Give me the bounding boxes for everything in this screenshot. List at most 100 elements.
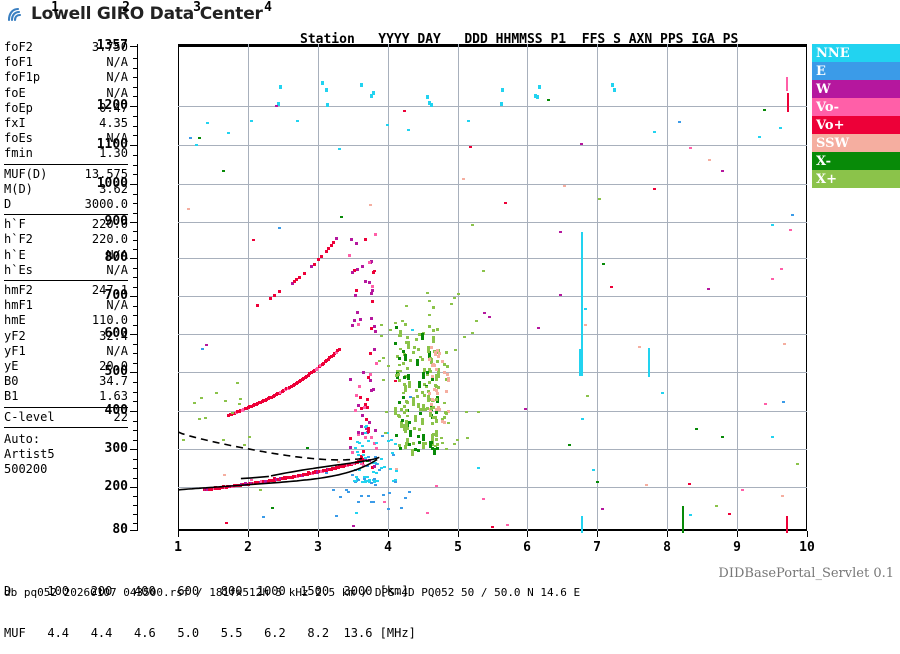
data-point <box>377 469 381 472</box>
data-point <box>334 237 338 241</box>
y-axis-tick-label: 300 <box>104 441 128 456</box>
data-point <box>383 431 387 434</box>
x-axis-tick <box>178 531 179 537</box>
data-point <box>399 348 403 351</box>
data-point <box>440 360 444 364</box>
data-point <box>372 481 376 484</box>
data-point <box>437 405 441 409</box>
gridline-vertical <box>667 44 668 531</box>
data-point <box>436 360 440 364</box>
data-point <box>369 388 373 392</box>
data-point <box>359 318 363 322</box>
data-point <box>203 416 207 419</box>
data-point <box>581 516 584 521</box>
data-point <box>445 372 449 376</box>
data-point <box>351 324 355 328</box>
data-point <box>364 279 368 283</box>
data-point <box>270 507 274 510</box>
data-point <box>429 409 432 413</box>
legend-item-w[interactable]: W <box>812 80 900 98</box>
data-point <box>644 484 648 487</box>
legend-item-e[interactable]: E <box>812 62 900 80</box>
data-point <box>445 365 449 368</box>
data-point <box>258 489 262 491</box>
data-point <box>363 403 367 407</box>
data-point <box>380 434 384 437</box>
param-key: fmin <box>4 146 33 161</box>
ionogram-plot[interactable] <box>178 44 807 534</box>
y-axis-tick-label: 1000 <box>96 176 128 191</box>
y-axis-tick-minor <box>133 495 138 497</box>
y-axis-tick-minor <box>133 193 138 195</box>
param-key: fxI <box>4 116 26 131</box>
y-axis-tick-minor <box>133 439 138 441</box>
data-point <box>372 387 376 391</box>
legend-item-x[interactable]: X- <box>812 152 900 170</box>
data-point <box>248 405 252 409</box>
data-point <box>741 488 745 491</box>
data-point <box>268 396 272 400</box>
data-point <box>405 401 409 405</box>
data-point <box>425 370 429 374</box>
data-point <box>771 436 775 438</box>
data-point <box>370 94 374 98</box>
data-point <box>416 404 420 408</box>
param-value: 20.0 <box>99 359 128 374</box>
param-value: N/A <box>106 247 128 262</box>
data-point <box>401 350 405 354</box>
data-point <box>358 396 362 399</box>
data-point <box>369 292 373 296</box>
param-value: 3.750 <box>91 40 128 54</box>
legend-item-nne[interactable]: NNE <box>812 44 900 62</box>
param-key: C-level <box>4 409 55 424</box>
data-point <box>297 379 301 383</box>
data-point <box>374 484 378 487</box>
data-point <box>579 349 582 354</box>
data-point <box>189 137 193 140</box>
legend-item-ssw[interactable]: SSW <box>812 134 900 152</box>
y-axis-tick-minor <box>133 258 138 259</box>
x-axis-tick <box>318 531 319 537</box>
data-point <box>445 448 448 450</box>
data-point <box>370 288 374 292</box>
y-axis-tick-label: 700 <box>104 288 128 303</box>
data-point <box>404 497 408 500</box>
data-point <box>428 414 432 417</box>
param-key: h`E <box>4 247 26 262</box>
legend-item-x[interactable]: X+ <box>812 170 900 188</box>
y-axis-tick-minor <box>133 249 138 250</box>
legend-item-vo[interactable]: Vo+ <box>812 116 900 134</box>
data-point <box>609 285 613 288</box>
data-point <box>370 465 374 469</box>
data-point <box>357 433 361 437</box>
data-point <box>595 481 599 484</box>
data-point <box>581 232 584 237</box>
data-point <box>428 441 432 449</box>
muf-table: D 100 200 400 600 800 1000 1500 3000 [km… <box>4 556 416 654</box>
data-point <box>402 353 406 356</box>
data-point <box>364 480 368 482</box>
data-point <box>373 455 377 458</box>
data-point <box>302 272 306 276</box>
param-row-yf2: yF2 32.4 <box>4 329 128 344</box>
y-axis-tick-minor <box>133 353 138 354</box>
data-point <box>423 367 427 371</box>
data-point <box>263 398 267 402</box>
data-point <box>236 410 240 414</box>
data-point <box>415 338 418 341</box>
data-point <box>427 345 431 353</box>
artist-scaled-trace-curve <box>270 456 380 477</box>
data-point <box>432 306 436 309</box>
data-point <box>235 381 239 384</box>
data-point <box>181 438 185 441</box>
legend-item-label: SSW <box>816 135 850 151</box>
data-point <box>352 319 356 323</box>
data-point <box>404 354 408 362</box>
data-point <box>728 512 732 515</box>
param-key: foEp <box>4 100 33 115</box>
legend-item-vo[interactable]: Vo- <box>812 98 900 116</box>
param-row-hmf2: hmF2 247.1 <box>4 283 128 298</box>
data-point <box>449 303 453 306</box>
data-point <box>482 269 486 272</box>
data-point <box>537 85 541 90</box>
